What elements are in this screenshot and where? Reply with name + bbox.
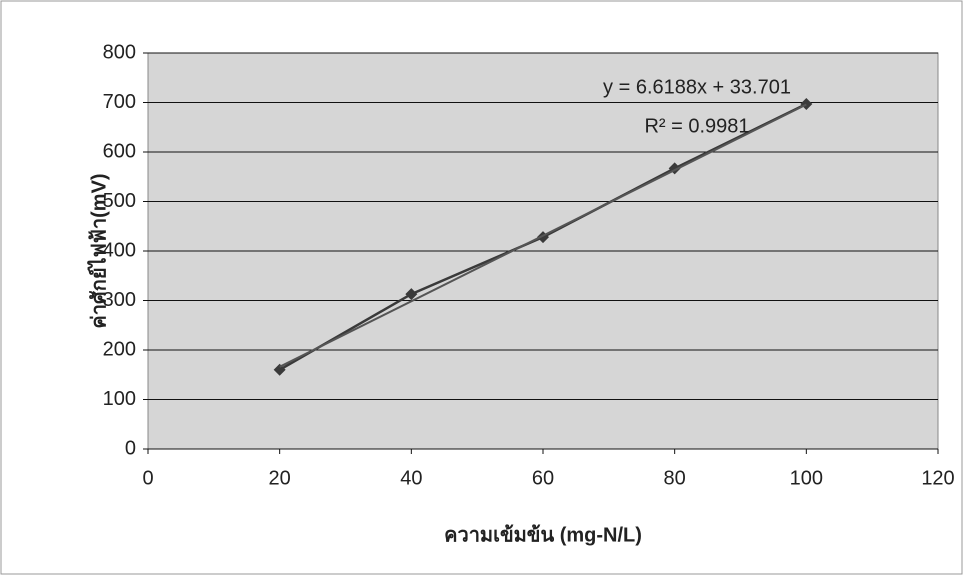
y-tick-label: 600 — [103, 140, 136, 162]
x-tick-label: 20 — [269, 467, 291, 489]
x-tick-label: 40 — [400, 467, 422, 489]
y-tick-label: 400 — [103, 239, 136, 261]
trendline-annotation: R² = 0.9981 — [644, 115, 749, 137]
y-tick-label: 500 — [103, 190, 136, 212]
x-tick-label: 120 — [921, 467, 954, 489]
x-tick-label: 60 — [532, 467, 554, 489]
trendline-annotation: y = 6.6188x + 33.701 — [603, 76, 791, 98]
y-tick-label: 300 — [103, 289, 136, 311]
y-tick-label: 800 — [103, 41, 136, 63]
x-tick-label: 100 — [790, 467, 823, 489]
x-tick-label: 80 — [664, 467, 686, 489]
y-tick-label: 200 — [103, 338, 136, 360]
y-tick-label: 100 — [103, 388, 136, 410]
y-tick-label: 0 — [125, 437, 136, 459]
x-tick-label: 0 — [142, 467, 153, 489]
x-axis-title: ความเข้มข้น (mg-N/L) — [444, 523, 642, 546]
chart: ความเข้มข้น (mg-N/L) ค่าศักย์ไฟฟ้า(mV) 0… — [0, 0, 963, 575]
y-tick-label: 700 — [103, 91, 136, 113]
